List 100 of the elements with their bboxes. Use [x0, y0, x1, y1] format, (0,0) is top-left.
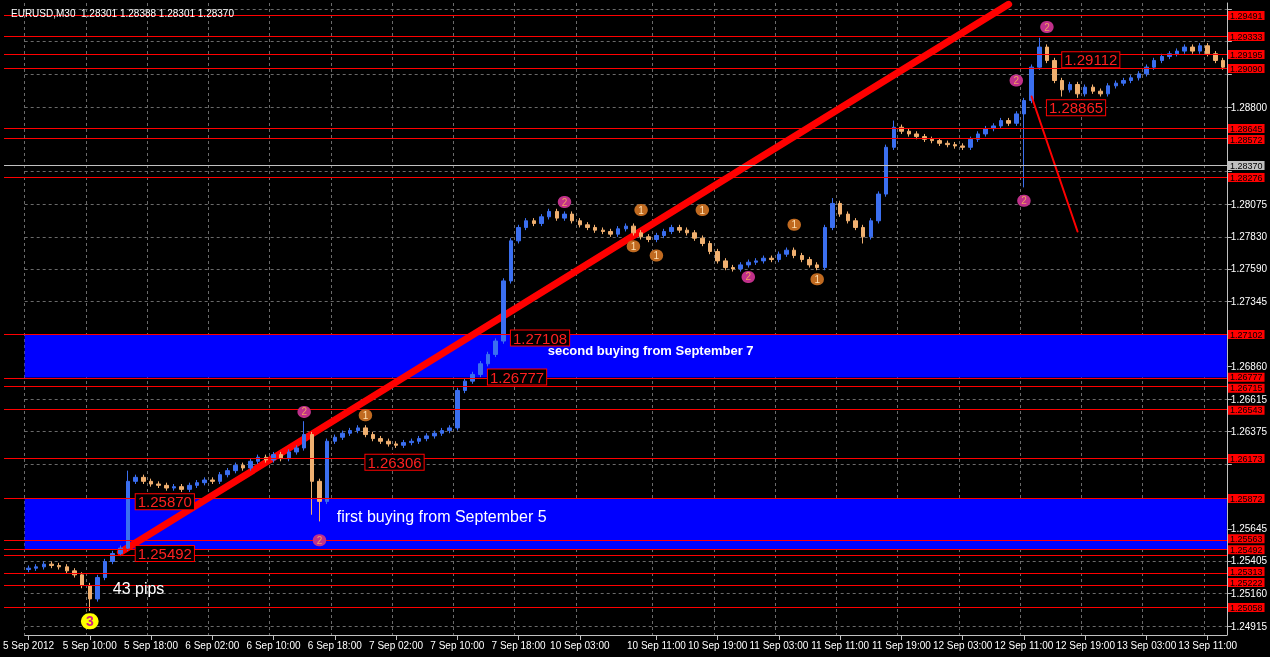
candlestick [248, 458, 253, 472]
candlestick [371, 431, 375, 442]
candlestick [1205, 42, 1210, 57]
y-tick-label: 1.24915 [1230, 620, 1268, 632]
annotation: 1 [699, 204, 706, 216]
candlestick [317, 478, 322, 522]
candlestick [823, 224, 827, 271]
candlestick [892, 120, 896, 151]
candlestick [784, 247, 789, 258]
candlestick [669, 224, 674, 235]
x-tick-label: 10 Sep 03:00 [550, 639, 611, 651]
candlestick [662, 228, 666, 239]
candlestick [853, 217, 858, 231]
candlestick [333, 434, 337, 445]
candlestick [585, 221, 590, 231]
candlestick [164, 482, 169, 492]
candlestick [983, 125, 988, 138]
candlestick [914, 130, 919, 140]
x-tick-label: 10 Sep 19:00 [687, 639, 748, 651]
x-tick-label: 5 Sep 10:00 [62, 639, 118, 651]
candlestick [516, 224, 521, 245]
candlestick [432, 430, 437, 440]
annotation: 1 [630, 240, 637, 252]
candlestick [761, 255, 766, 265]
x-tick-label: 13 Sep 03:00 [1116, 639, 1177, 651]
candlestick [1137, 70, 1141, 81]
x-tick-label: 12 Sep 11:00 [994, 639, 1054, 651]
candlestick [294, 444, 299, 456]
candlestick [616, 225, 620, 238]
candlestick [363, 424, 368, 438]
y-tick-label: 1.26615 [1230, 393, 1268, 405]
ref-line-label: 1.25563 [1230, 533, 1263, 544]
candlestick [133, 474, 138, 485]
candlestick [1198, 42, 1202, 55]
candlestick [570, 210, 574, 224]
candlestick [501, 277, 506, 345]
annotation: 1 [653, 250, 660, 262]
candlestick [1221, 57, 1225, 71]
candlestick [731, 264, 735, 273]
candlestick [738, 261, 743, 273]
ref-line-label: 1.28572 [1230, 134, 1263, 145]
x-tick-label: 11 Sep 03:00 [749, 639, 809, 651]
candlestick [685, 226, 689, 236]
ref-line-label: 1.29195 [1230, 49, 1263, 60]
candlestick [968, 136, 973, 151]
x-tick-label: 11 Sep 11:00 [811, 639, 870, 651]
annotation: 2 [745, 271, 752, 283]
annotation: 1.25870 [137, 493, 192, 511]
candlestick [440, 427, 444, 437]
x-tick-label: 7 Sep 02:00 [369, 639, 424, 651]
candlestick [846, 210, 850, 224]
candlestick [463, 377, 467, 394]
ref-line-label: 1.28370 [1230, 160, 1263, 171]
x-tick-label: 12 Sep 19:00 [1055, 639, 1116, 651]
candlestick [378, 435, 383, 445]
band-label: first buying from September 5 [336, 507, 547, 525]
candlestick [1106, 82, 1110, 98]
x-tick-label: 11 Sep 19:00 [872, 639, 932, 651]
candlestick [195, 479, 199, 489]
candlestick [792, 247, 796, 259]
candlestick [509, 237, 513, 285]
candlestick [424, 432, 429, 442]
candlestick [210, 476, 215, 485]
annotation: 2 [1013, 75, 1020, 86]
candlestick [715, 248, 720, 265]
candlestick [103, 558, 107, 581]
x-tick-label: 10 Sep 11:00 [627, 639, 687, 651]
candlestick [1022, 97, 1026, 188]
candlestick [547, 208, 551, 220]
candlestick [1160, 53, 1164, 64]
candlestick [578, 217, 582, 228]
annotation: 1.26306 [367, 453, 422, 471]
y-tick-label: 1.25645 [1230, 523, 1268, 535]
candlestick [187, 482, 192, 493]
candlestick [815, 261, 819, 271]
annotation: 1.25492 [137, 544, 192, 562]
candlestick [700, 234, 705, 247]
candlestick [218, 471, 222, 485]
candlestick [409, 438, 414, 446]
candlestick [417, 435, 421, 445]
candlestick [156, 480, 161, 489]
candlestick [532, 217, 536, 227]
y-tick-label: 1.28800 [1230, 101, 1268, 113]
candlestick [141, 474, 146, 485]
annotation: 2 [316, 534, 323, 546]
candlestick [1075, 81, 1080, 99]
candlestick [325, 438, 329, 505]
candlestick [884, 144, 888, 198]
candlestick [1098, 88, 1103, 98]
candlestick [57, 562, 61, 571]
annotation: 1.27108 [512, 329, 568, 347]
candlestick [1121, 77, 1126, 87]
candlestick [340, 430, 345, 441]
candlestick [1152, 57, 1156, 71]
y-tick-label: 1.28075 [1230, 198, 1268, 210]
candlestick [42, 561, 46, 571]
candlestick [149, 478, 153, 488]
y-tick-label: 1.27590 [1230, 263, 1268, 275]
ref-line-label: 1.26777 [1230, 372, 1263, 383]
candlestick [624, 222, 628, 232]
